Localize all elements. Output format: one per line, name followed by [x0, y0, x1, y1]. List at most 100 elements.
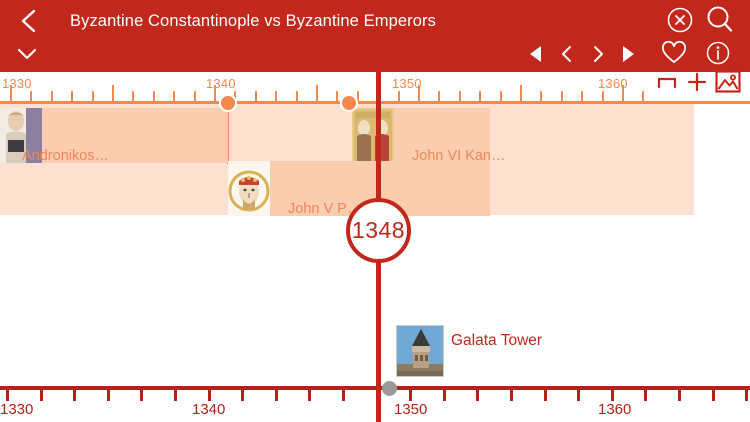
ruler-top-axis: [0, 101, 750, 104]
nav-previous-button[interactable]: [555, 40, 579, 68]
chevron-left-icon: [21, 9, 36, 33]
ruler-tick: [560, 91, 563, 101]
ruler-tick: [173, 91, 176, 101]
ruler-tick: [207, 390, 211, 401]
timeline-ruler-top[interactable]: 1330 1340 1350 1360: [0, 70, 750, 112]
ruler-tick: [274, 390, 278, 401]
ruler-year-label: 1340: [192, 401, 226, 418]
ruler-bottom-axis: [0, 386, 750, 390]
ruler-tick: [152, 91, 155, 101]
ruler-tick: [476, 390, 480, 401]
zoom-in-button[interactable]: [686, 72, 708, 98]
ruler-tick: [336, 91, 339, 101]
galata-tower-photo: [397, 326, 443, 376]
ruler-tick: [6, 390, 9, 401]
ruler-year-label: 1350: [392, 76, 422, 91]
timeline-ruler-bottom[interactable]: 1330 1340 1350 1360: [0, 381, 750, 422]
ruler-tick: [442, 390, 446, 401]
event-label: John V P…: [288, 201, 362, 217]
ruler-tick: [458, 91, 461, 101]
ruler-tick: [39, 390, 43, 401]
ruler-tick: [91, 91, 94, 101]
image-toggle-button[interactable]: [715, 70, 741, 98]
event-label: Andronikos…: [22, 148, 110, 164]
ruler-tick: [214, 85, 216, 101]
galata-tower-thumbnail[interactable]: [396, 325, 444, 377]
ruler-tick: [174, 390, 177, 401]
ruler-tick: [622, 85, 624, 101]
close-button[interactable]: [663, 3, 697, 37]
ruler-tick: [610, 390, 614, 401]
ruler-tick: [678, 390, 681, 401]
ruler-tick: [73, 390, 77, 401]
ruler-tick: [642, 91, 645, 101]
favorite-button[interactable]: [660, 40, 688, 68]
ruler-tick: [644, 390, 648, 401]
image-toggle-icon: [715, 70, 741, 93]
app-header: Byzantine Constantinople vs Byzantine Em…: [0, 0, 750, 72]
skip-last-icon: [623, 46, 634, 62]
ruler-tick: [409, 390, 413, 401]
ruler-tick: [510, 390, 513, 401]
event-thumbnail[interactable]: [352, 108, 394, 163]
ruler-tick: [132, 91, 135, 101]
andronikos-end-marker[interactable]: [219, 94, 237, 112]
nav-first-button[interactable]: [524, 40, 548, 68]
ruler-tick: [295, 91, 298, 101]
ruler-tick: [241, 390, 245, 401]
galata-tower-timeline-dot[interactable]: [382, 381, 397, 396]
event-thumbnail[interactable]: [0, 108, 42, 163]
ruler-tick: [418, 85, 420, 101]
nav-last-button[interactable]: [616, 40, 640, 68]
ruler-year-label: 1330: [2, 76, 32, 91]
ruler-tick: [601, 91, 604, 101]
info-circle-icon: [706, 41, 730, 65]
chevron-down-icon: [17, 48, 37, 60]
ruler-tick: [397, 91, 400, 101]
ruler-tick: [30, 91, 33, 101]
ruler-tick: [438, 91, 441, 101]
ruler-year-label: 1340: [206, 76, 236, 91]
ruler-tick: [577, 390, 581, 401]
ruler-year-label: 1350: [394, 401, 428, 418]
ruler-tick: [342, 390, 345, 401]
zoom-in-icon: [687, 72, 707, 92]
chevron-right-small-icon: [594, 46, 603, 62]
expand-toggle-button[interactable]: [10, 40, 44, 68]
info-button[interactable]: [705, 40, 731, 66]
ruler-tick: [106, 390, 110, 401]
search-icon: [707, 6, 733, 32]
ruler-tick: [711, 390, 715, 401]
close-circle-icon: [667, 7, 693, 33]
ruler-tick: [520, 85, 522, 101]
zoom-out-icon: [657, 77, 677, 89]
back-button[interactable]: [12, 4, 46, 38]
ruler-tick: [10, 85, 12, 101]
ruler-year-label: 1330: [0, 401, 34, 418]
ruler-tick: [112, 85, 114, 101]
current-year-marker[interactable]: 1348: [346, 198, 411, 263]
ruler-tick: [308, 390, 312, 401]
skip-first-icon: [530, 46, 541, 62]
timeline-body[interactable]: Andronikos… John VI Kan… John V P… Galata …: [0, 96, 750, 381]
ruler-tick: [540, 91, 543, 101]
ruler-year-label: 1360: [598, 401, 632, 418]
nav-next-button[interactable]: [586, 40, 610, 68]
ruler-tick: [254, 91, 257, 101]
ruler-tick: [479, 91, 482, 101]
ruler-tick: [745, 390, 749, 401]
zoom-out-button[interactable]: [656, 73, 678, 98]
search-button[interactable]: [703, 3, 737, 37]
ruler-tick: [499, 91, 502, 101]
chevron-left-small-icon: [562, 46, 571, 62]
event-thumbnail[interactable]: [228, 161, 270, 216]
galata-tower-label: Galata Tower: [451, 332, 543, 349]
ruler-tick: [356, 91, 359, 101]
ruler-tick: [316, 85, 318, 101]
john-v-start-marker[interactable]: [340, 94, 358, 112]
ruler-tick: [234, 91, 237, 101]
ruler-tick: [581, 91, 584, 101]
heart-icon: [662, 40, 686, 63]
ruler-tick: [140, 390, 144, 401]
